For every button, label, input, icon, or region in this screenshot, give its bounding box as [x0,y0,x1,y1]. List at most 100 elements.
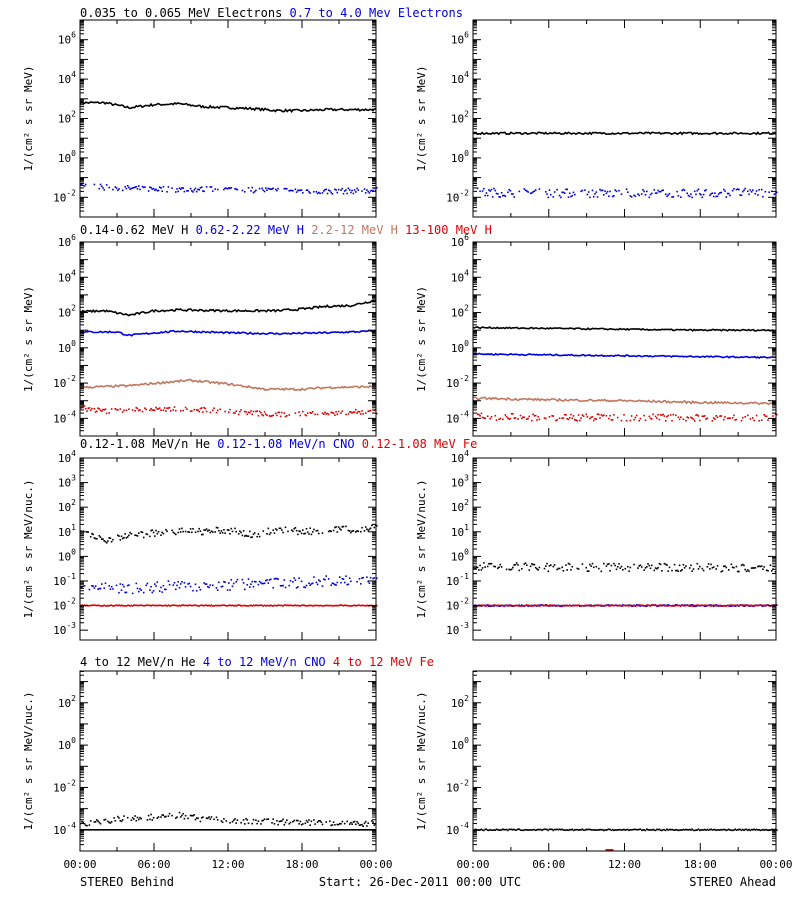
data-point [556,568,558,571]
data-point [263,818,266,820]
data-point [664,563,667,566]
data-point [681,604,683,606]
data-point [683,829,686,831]
data-point [701,415,704,418]
data-point [193,814,196,816]
data-point [754,192,757,195]
data-point [297,819,299,822]
data-point [231,585,234,588]
data-point [244,588,246,591]
data-point [485,192,488,194]
data-point [568,604,571,607]
data-point [276,604,278,607]
data-point [514,417,517,419]
data-point [115,408,118,411]
data-point [734,605,736,607]
y-tick-label: 10-1 [446,572,469,588]
data-point [266,604,268,607]
data-point [232,605,235,607]
data-point [739,194,741,196]
data-point [557,605,560,607]
data-point [320,604,323,607]
data-point [315,604,318,607]
data-point [99,822,102,825]
data-point [268,579,271,581]
data-point [325,575,327,577]
data-point [278,604,281,607]
data-point [563,829,566,831]
data-point [87,407,89,410]
data-point [214,531,216,533]
data-point [199,588,202,591]
data-point [752,417,754,419]
data-point [89,604,92,607]
data-point [193,604,196,606]
data-point [772,415,774,417]
data-point [711,829,714,831]
data-point [162,186,165,188]
data-point [91,532,93,535]
data-point [112,538,114,541]
data-point [315,530,318,532]
data-point [570,829,572,831]
data-point [140,589,142,591]
data-point [611,604,614,607]
data-point [286,415,288,417]
data-point [541,829,543,832]
y-tick-label: 102 [58,110,76,126]
data-point [157,408,160,410]
data-point [121,411,124,413]
data-point [342,605,345,607]
data-point [230,604,233,607]
data-point [517,604,519,607]
data-point [522,829,524,832]
data-point [284,415,287,418]
data-point [139,816,141,819]
data-point [609,849,611,851]
data-point [314,604,316,607]
data-point [268,188,271,190]
data-point [355,823,357,826]
data-point [685,565,687,567]
data-point [250,410,252,412]
legend-row-2: 0.14-0.62 MeV H 0.62-2.22 MeV H 2.2-12 M… [80,223,492,237]
data-point [341,820,344,823]
data-point [357,410,360,413]
data-point [748,604,750,607]
y-axis-label: 1/(cm² s sr MeV/nuc.) [415,479,428,618]
data-point [757,829,759,831]
data-point [179,531,182,533]
data-point [543,417,546,419]
data-point [232,412,235,414]
data-point [589,563,591,566]
data-point [316,604,319,607]
data-point [546,828,548,831]
data-point [690,564,692,567]
data-point [347,187,350,190]
data-point [353,820,356,823]
data-point [168,605,171,607]
data-point [149,535,151,538]
data-point [594,605,596,607]
data-point [212,190,214,192]
data-point [600,570,603,573]
data-point [170,604,172,607]
data-point [305,819,308,822]
data-point [757,194,759,196]
data-point [303,533,305,535]
data-point [632,828,634,831]
data-point [131,592,134,595]
data-point [512,605,514,607]
data-point [765,569,768,572]
data-point [198,189,200,191]
data-point [304,822,307,825]
footer-right-label: STEREO Ahead [689,875,776,889]
data-point [327,604,330,607]
data-point [88,604,91,607]
data-point [156,532,159,535]
data-point [250,583,252,585]
data-point [668,192,671,195]
data-point [92,585,94,587]
data-point [653,829,656,831]
data-point [480,569,483,571]
